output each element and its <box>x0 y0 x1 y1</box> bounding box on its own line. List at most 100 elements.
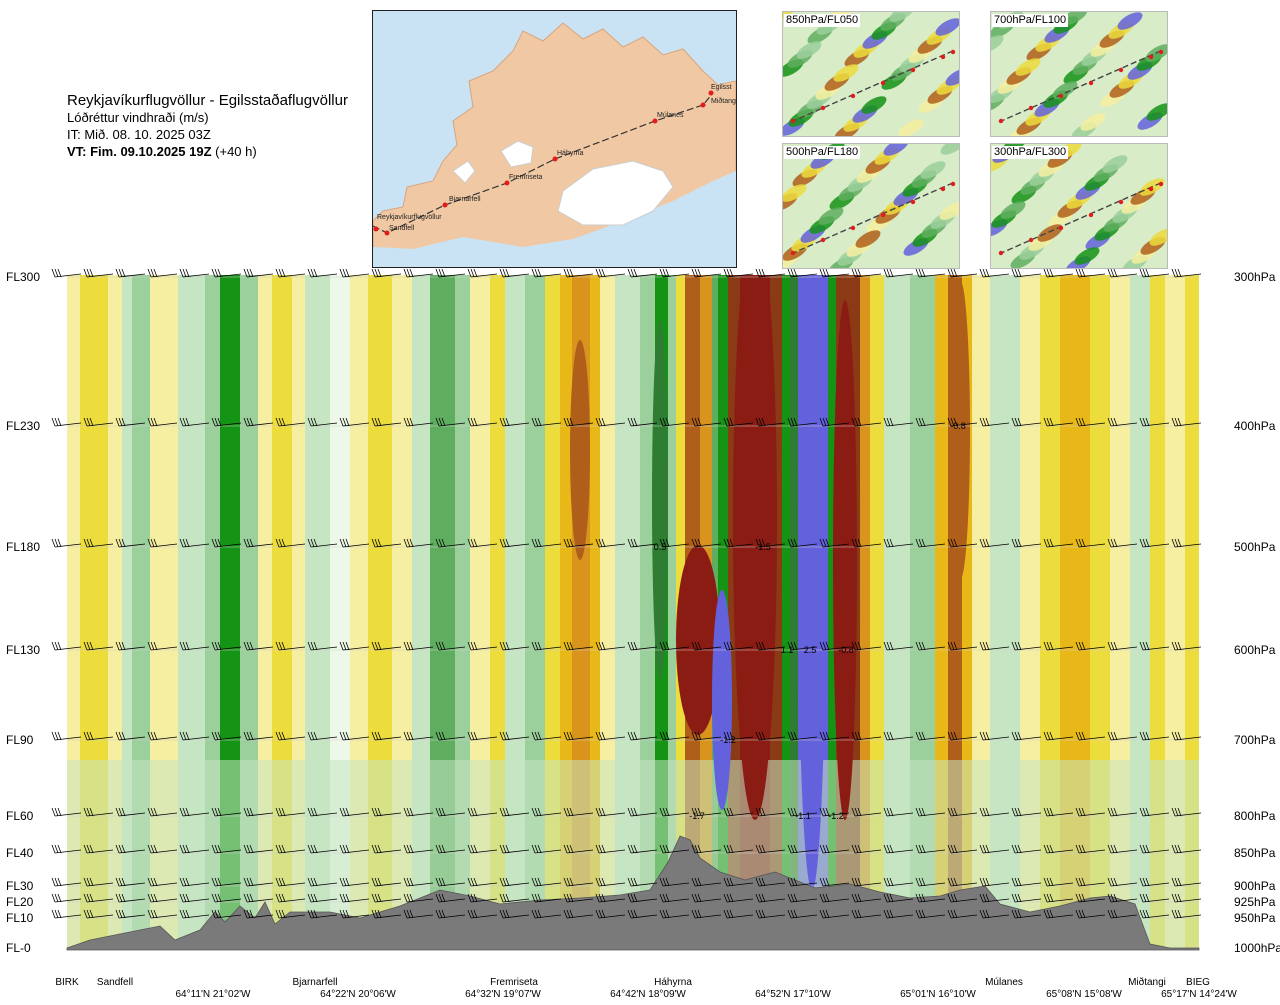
wind-barb <box>1139 731 1170 741</box>
wind-barb <box>307 538 338 548</box>
field-value-label: -1.2 <box>828 811 844 821</box>
field-blob <box>1149 228 1167 246</box>
wind-barb <box>979 731 1010 741</box>
wind-barb <box>915 268 946 278</box>
wind-barb <box>595 893 626 903</box>
wind-barb <box>371 807 402 817</box>
wind-barb <box>1171 893 1202 903</box>
wind-barb <box>851 268 882 278</box>
wind-barb <box>179 538 210 548</box>
wind-barb <box>915 538 946 548</box>
field-value-label: 0.5 <box>654 542 667 552</box>
wind-barb <box>243 877 274 887</box>
panel-850hpa-label: 850hPa/FL050 <box>784 14 861 27</box>
wind-barb <box>243 909 274 919</box>
field-value-label: 1.1 <box>781 645 794 655</box>
wind-barb <box>787 909 818 919</box>
flight-level-tick: FL130 <box>6 643 40 657</box>
wind-barb <box>1107 807 1138 817</box>
wind-barb <box>659 893 690 903</box>
field-blob <box>898 119 924 136</box>
wind-barb <box>115 909 146 919</box>
wind-barb <box>723 807 754 817</box>
wind-barb <box>83 909 114 919</box>
wind-barb <box>1043 538 1074 548</box>
wind-barb <box>1011 844 1042 854</box>
field-blob <box>945 68 959 86</box>
wind-barb <box>819 877 850 887</box>
wind-barb <box>499 731 530 741</box>
field-blob <box>883 144 909 156</box>
route-point-marker <box>1088 212 1094 218</box>
field-core <box>833 300 857 820</box>
route-point-marker <box>998 250 1004 256</box>
field-value-label: -0.8 <box>838 645 854 655</box>
wind-barb <box>723 268 754 278</box>
wind-barb <box>851 893 882 903</box>
route-point-marker <box>998 118 1004 124</box>
wind-barb <box>339 538 370 548</box>
wind-barb <box>883 417 914 427</box>
route-point-marker <box>373 226 379 232</box>
coordinate-label: 64°52'N 17°10'W <box>755 989 831 1000</box>
wind-barb <box>851 417 882 427</box>
wind-barb <box>435 844 466 854</box>
wind-barb <box>883 844 914 854</box>
field-core <box>570 340 590 560</box>
route-point-marker <box>1028 105 1034 111</box>
field-column <box>668 275 677 950</box>
wind-barb <box>243 268 274 278</box>
route-point-marker <box>940 186 946 192</box>
wind-barb <box>531 909 562 919</box>
flight-level-tick: FL-0 <box>6 941 31 955</box>
wind-barb <box>531 844 562 854</box>
panel-300hpa-thumbnail[interactable]: 300hPa/FL300 <box>990 143 1168 269</box>
flight-level-tick: FL10 <box>6 911 34 925</box>
wind-barb <box>51 538 82 548</box>
wind-barb <box>147 877 178 887</box>
wind-barb <box>371 844 402 854</box>
wind-barb <box>403 893 434 903</box>
wind-barb <box>915 877 946 887</box>
wind-barb <box>787 807 818 817</box>
route-point-marker <box>880 80 886 86</box>
wind-barb <box>595 641 626 651</box>
wind-barb <box>595 909 626 919</box>
wind-barb <box>179 909 210 919</box>
panel-300hpa-label: 300hPa/FL300 <box>992 146 1069 159</box>
valid-time-offset: (+40 h) <box>215 144 257 159</box>
wind-barb <box>787 731 818 741</box>
wind-barb <box>659 417 690 427</box>
wind-barb <box>467 909 498 919</box>
wind-barb <box>1171 807 1202 817</box>
wind-barb <box>755 844 786 854</box>
wind-barb <box>659 268 690 278</box>
field-column <box>80 275 89 950</box>
wind-barb <box>723 731 754 741</box>
panel-700hpa-thumbnail[interactable]: 700hPa/FL100 <box>990 11 1168 137</box>
wind-barb <box>275 844 306 854</box>
wind-barb <box>1107 268 1138 278</box>
wind-barb <box>1139 893 1170 903</box>
wind-barb <box>51 807 82 817</box>
wind-barb <box>819 807 850 817</box>
wind-barb <box>531 877 562 887</box>
wind-barb <box>1011 417 1042 427</box>
wind-barb <box>627 844 658 854</box>
chart-title-block: Reykjavíkurflugvöllur - Egilsstaðaflugvö… <box>67 92 377 160</box>
pressure-tick: 700hPa <box>1234 733 1276 747</box>
waypoint-label: Múlanes <box>985 977 1023 988</box>
wind-barb <box>659 538 690 548</box>
wind-barb <box>371 731 402 741</box>
wind-barb <box>787 641 818 651</box>
route-point-marker <box>1058 225 1064 231</box>
route-point-marker <box>850 225 856 231</box>
wind-barb <box>403 877 434 887</box>
wind-barb <box>435 417 466 427</box>
wind-barb <box>947 807 978 817</box>
panel-500hpa-thumbnail[interactable]: 500hPa/FL180 <box>782 143 960 269</box>
panel-850hpa-thumbnail[interactable]: 850hPa/FL050 <box>782 11 960 137</box>
wind-barb <box>403 417 434 427</box>
wind-barb <box>659 807 690 817</box>
field-core <box>712 590 732 810</box>
